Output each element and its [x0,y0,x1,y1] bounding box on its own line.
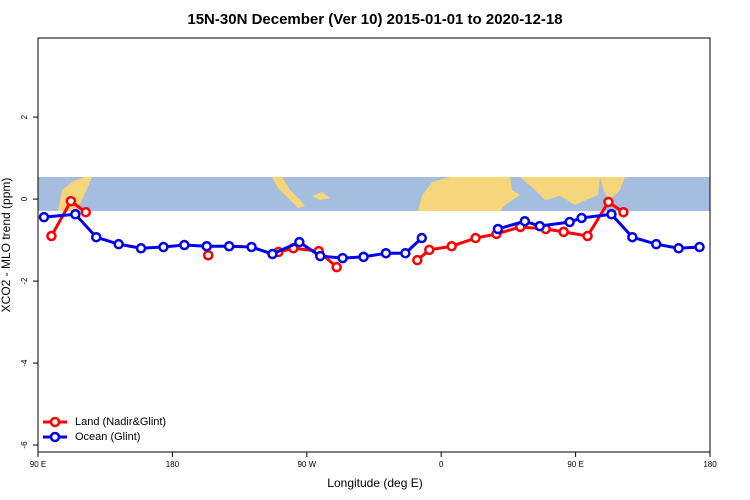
data-point [90,231,102,243]
data-point [618,206,629,218]
data-point [424,244,435,256]
data-point [519,215,531,227]
data-point [564,216,575,228]
data-point [223,240,235,252]
data-point [38,211,50,223]
x-tick-label: 180 [703,460,717,469]
data-point [113,238,124,250]
series-line [278,246,338,269]
data-point [558,226,569,238]
data-point [606,209,617,220]
legend-label: Ocean (Glint) [75,431,140,443]
data-point [603,196,614,208]
data-point [650,238,662,250]
data-point [380,247,392,259]
map-band [38,177,710,211]
data-point [576,212,587,224]
data-point [416,232,428,244]
data-point [400,247,411,259]
data-point [294,236,305,248]
x-tick-label: 0 [439,460,444,469]
data-point [80,206,92,218]
chart-title: 15N-30N December (Ver 10) 2015-01-01 to … [187,11,562,28]
data-point [267,248,278,260]
data-point [65,195,77,207]
data-point [694,241,705,253]
x-tick-label: 90 W [297,460,316,469]
legend-marker [49,431,61,443]
data-point [179,239,190,251]
data-point [470,232,481,244]
data-point [492,223,504,235]
data-point [673,243,684,254]
x-tick-label: 90 E [30,460,46,469]
data-point [158,241,169,253]
data-point [337,252,348,264]
data-point [135,243,147,254]
x-tick-label: 180 [166,460,180,469]
y-tick-label: -2 [20,277,29,285]
y-tick-label: -4 [20,359,29,367]
x-axis-label: Longitude (deg E) [327,476,422,490]
data-point [627,231,638,243]
data-point [70,209,81,220]
data-point [331,261,342,273]
data-point [201,240,212,252]
data-point [446,240,457,252]
y-tick-label: 2 [20,114,29,119]
data-point [358,251,369,263]
data-point [246,241,257,253]
x-tick-label: 90 E [567,460,583,469]
data-point [314,250,326,262]
series-line [497,212,700,250]
data-point [582,230,593,242]
legend-label: Land (Nadir&Glint) [75,416,166,428]
y-axis-label: XCO2 - MLO trend (ppm) [0,178,13,313]
legend-marker [49,416,61,428]
plot-frame [37,37,711,453]
data-point [534,220,546,232]
y-tick-label: -6 [20,441,29,449]
data-point [412,254,423,266]
data-point [202,249,214,261]
data-point [46,230,57,242]
y-tick-label: 0 [20,196,29,201]
